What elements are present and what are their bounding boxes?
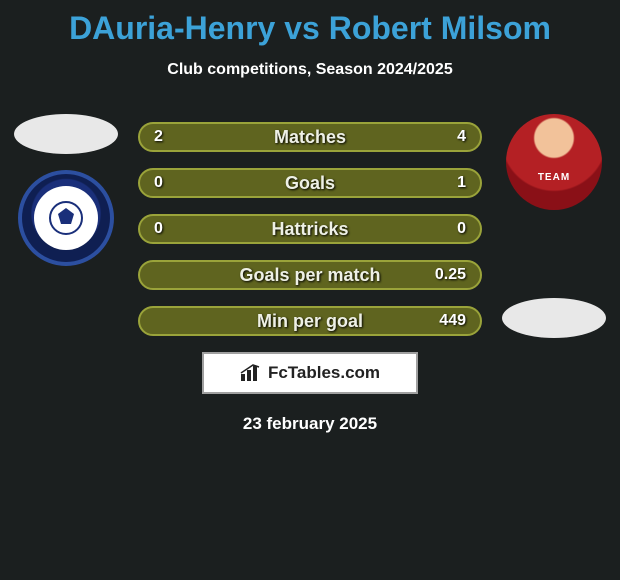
stat-bar: 2 Matches 4	[138, 122, 482, 152]
crest-inner-disc	[34, 186, 98, 250]
left-player-silhouette	[14, 114, 118, 154]
stat-label: Hattricks	[140, 219, 480, 240]
ball-icon	[46, 198, 86, 238]
right-entity-column: TEAM	[494, 114, 614, 338]
right-club-silhouette	[502, 298, 606, 338]
stat-label: Goals per match	[140, 265, 480, 286]
bars-icon	[240, 364, 262, 382]
stat-bar: Goals per match 0.25	[138, 260, 482, 290]
left-entity-column	[6, 114, 126, 266]
shirt-text: TEAM	[506, 172, 602, 183]
stat-bar: Min per goal 449	[138, 306, 482, 336]
comparison-subtitle: Club competitions, Season 2024/2025	[0, 61, 620, 79]
stat-bar: 0 Goals 1	[138, 168, 482, 198]
stat-label: Goals	[140, 173, 480, 194]
brand-box: FcTables.com	[202, 352, 418, 394]
right-player-avatar: TEAM	[506, 114, 602, 210]
stat-label: Min per goal	[140, 311, 480, 332]
stat-bar: 0 Hattricks 0	[138, 214, 482, 244]
snapshot-date: 23 february 2025	[138, 414, 482, 434]
comparison-title: DAuria-Henry vs Robert Milsom	[0, 0, 620, 47]
stat-bars: 2 Matches 4 0 Goals 1 0 Hattricks 0 Goal…	[138, 122, 482, 434]
left-club-crest	[18, 170, 114, 266]
stat-label: Matches	[140, 127, 480, 148]
brand-text: FcTables.com	[268, 363, 380, 383]
